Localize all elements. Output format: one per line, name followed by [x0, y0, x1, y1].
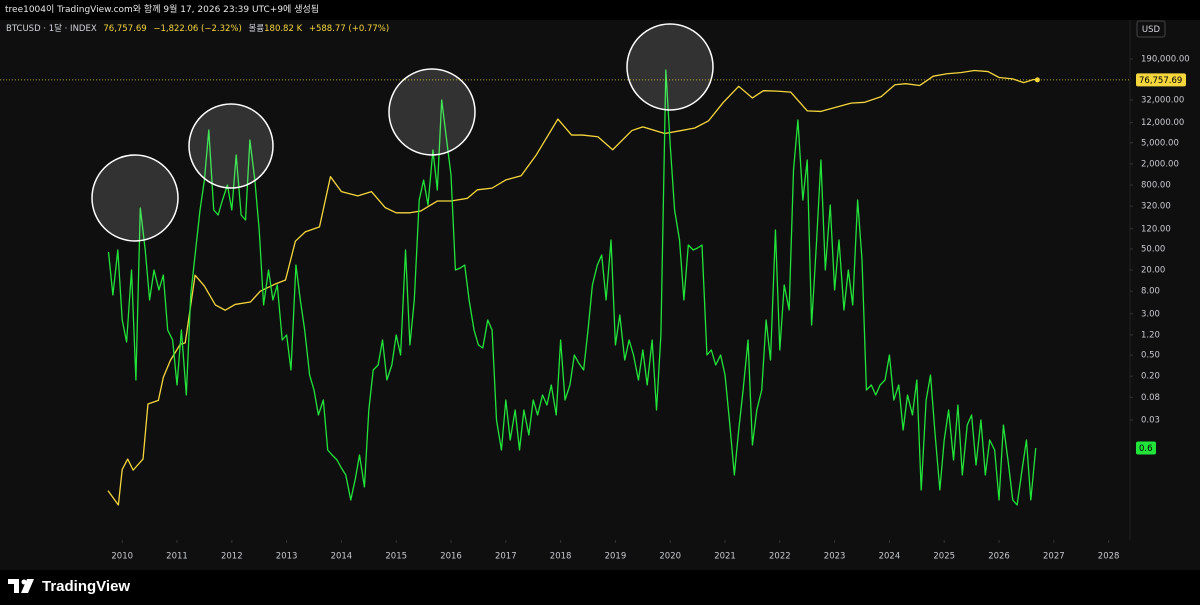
x-tick-label: 2021 [714, 552, 736, 562]
y-tick-label: 120.00 [1141, 224, 1171, 234]
y-tick-label: 320.00 [1141, 202, 1171, 212]
price-change: −1,822.06 (−2.32%) [153, 24, 242, 34]
symbol: BTCUSD · 1달 · INDEX [6, 24, 97, 34]
x-tick-label: 2022 [769, 552, 791, 562]
currency-box[interactable] [1136, 20, 1166, 38]
y-tick-label: 3.00 [1141, 309, 1160, 319]
brand: TradingView [8, 574, 130, 598]
last-price: 76,757.69 [103, 24, 147, 34]
x-tick-label: 2024 [879, 552, 901, 562]
highlight-circle [388, 68, 476, 156]
y-tick-label: 12,000.00 [1141, 118, 1184, 128]
legend: BTCUSD · 1달 · INDEX 76,757.69 −1,822.06 … [6, 22, 393, 34]
y-tick-label: 0.03 [1141, 415, 1160, 425]
x-tick-label: 2023 [824, 552, 846, 562]
x-tick-label: 2028 [1098, 552, 1120, 562]
x-tick-label: 2016 [440, 552, 462, 562]
y-tick-label: 8.00 [1141, 287, 1160, 297]
volume-label: 볼륨 [248, 24, 265, 34]
y-tick-label: 2,000.00 [1141, 159, 1179, 169]
indicator-label: 0.6 [1139, 444, 1153, 454]
y-tick-label: 20.00 [1141, 266, 1165, 276]
x-tick-label: 2015 [385, 552, 407, 562]
y-tick-label: 0.20 [1141, 372, 1160, 382]
y-tick-label: 50.00 [1141, 244, 1165, 254]
last-price-dot [1034, 77, 1040, 83]
highlight-circle [91, 154, 179, 242]
x-tick-label: 2012 [221, 552, 243, 562]
x-tick-label: 2027 [1043, 552, 1065, 562]
y-tick-label: 0.08 [1141, 393, 1160, 403]
x-tick-label: 2017 [495, 552, 517, 562]
y-tick-label: 0.50 [1141, 351, 1160, 361]
series-line [107, 69, 1037, 506]
brand-name: TradingView [42, 577, 131, 595]
x-tick-label: 2026 [988, 552, 1010, 562]
x-tick-label: 2011 [166, 552, 188, 562]
currency[interactable]: USD [1142, 25, 1161, 35]
y-tick-label: 800.00 [1141, 181, 1171, 191]
x-tick-label: 2025 [933, 552, 955, 562]
last-price-label: 76,757.69 [1139, 76, 1182, 86]
y-tick-label: 1.20 [1141, 330, 1160, 340]
y-tick-label: 5,000.00 [1141, 138, 1179, 148]
highlight-circle [188, 103, 274, 189]
indicator-tag [1136, 441, 1156, 455]
volume-change: +588.77 (+0.77%) [308, 24, 390, 34]
header: tree1004이 TradingView.com와 함께 9월 17, 202… [0, 0, 1200, 20]
y-tick-label: 190,000.00 [1141, 54, 1190, 64]
x-tick-label: 2020 [659, 552, 681, 562]
x-tick-label: 2014 [331, 552, 353, 562]
series-line [107, 69, 1038, 506]
annotations [91, 23, 714, 242]
highlight-circle [626, 23, 714, 111]
brand-logo [8, 579, 34, 593]
last-price-tag [1136, 73, 1186, 87]
x-tick-label: 2019 [605, 552, 627, 562]
y-tick-label: 32,000.00 [1141, 96, 1184, 106]
x-tick-label: 2013 [276, 552, 298, 562]
x-tick-label: 2018 [550, 552, 572, 562]
x-tick-label: 2010 [111, 552, 133, 562]
volume: 180.82 K [264, 24, 303, 34]
